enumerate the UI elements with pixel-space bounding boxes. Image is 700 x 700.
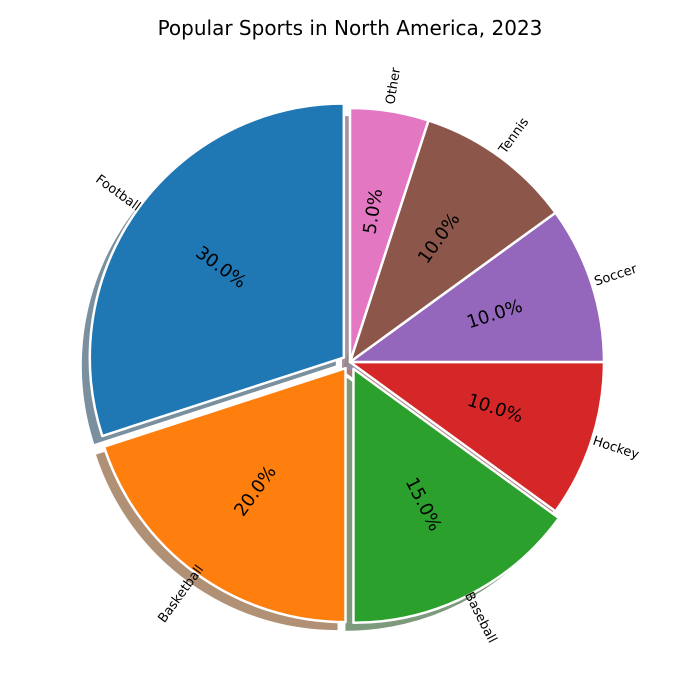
pie-slice-basketball — [102, 366, 347, 624]
slice-label-football: Football — [93, 172, 143, 214]
slice-label-soccer: Soccer — [593, 262, 640, 290]
pie-slice-tennis — [348, 119, 557, 364]
pie-slice-other — [348, 106, 430, 364]
slice-label-tennis: Tennis — [496, 115, 533, 158]
slice-label-other: Other — [383, 66, 404, 105]
pie-slice-layer — [88, 102, 606, 625]
pie-slice-football — [88, 102, 346, 438]
slice-label-baseball: Baseball — [461, 590, 499, 646]
chart-title: Popular Sports in North America, 2023 — [158, 16, 543, 40]
pie-slice-baseball — [352, 367, 561, 625]
pie-slice-hockey — [348, 360, 606, 513]
pie-slice-soccer — [348, 211, 606, 364]
slice-label-hockey: Hockey — [591, 434, 641, 463]
